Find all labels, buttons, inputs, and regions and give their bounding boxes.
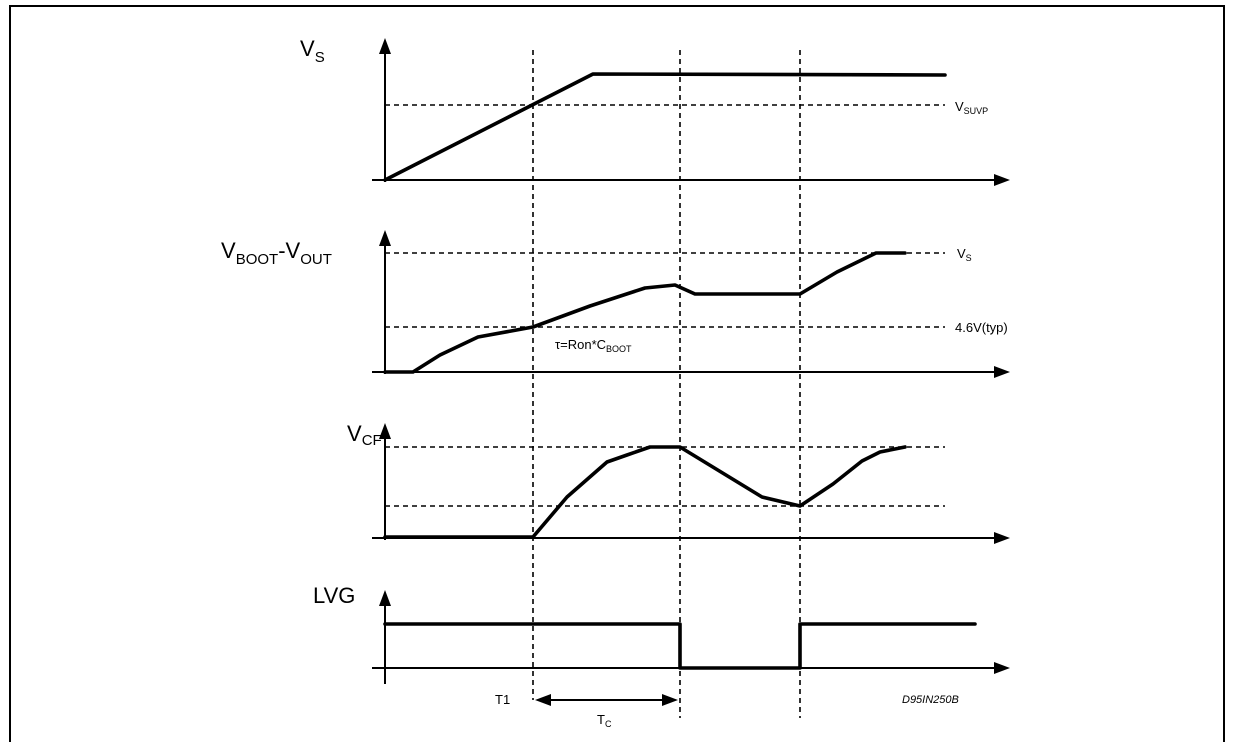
vs-waveform [383, 72, 947, 182]
v46-level-label: 4.6V(typ) [955, 320, 1008, 335]
vsuvp-level-label: VSUVP [955, 99, 988, 116]
t1-label: T1 [495, 692, 510, 707]
lvg-panel: LVG [313, 583, 1010, 684]
vcf-y-arrow [379, 423, 391, 439]
tc-label: TC [597, 712, 612, 729]
vboot-signal-label: VBOOT-VOUT [221, 238, 332, 268]
tc-arrow-left-head [535, 694, 551, 706]
vcf-signal-label: VCF [347, 421, 382, 449]
lvg-x-arrow [994, 662, 1010, 674]
vboot-y-arrow [379, 230, 391, 246]
tau-annotation: τ=Ron*CBOOT [555, 337, 632, 354]
vs-panel: VS VSUVP [300, 36, 1010, 186]
vcf-panel: VCF [347, 421, 1010, 544]
lvg-waveform [383, 622, 977, 670]
tc-arrow-right-head [662, 694, 678, 706]
vs-x-arrow [994, 174, 1010, 186]
tc-interval-arrow [535, 694, 678, 706]
vboot-x-arrow [994, 366, 1010, 378]
vcf-x-arrow [994, 532, 1010, 544]
lvg-y-arrow [379, 590, 391, 606]
vs-signal-label: VS [300, 36, 325, 66]
vboot-panel: VBOOT-VOUT VS 4.6V(typ) τ=Ron*CBOOT [221, 230, 1010, 378]
vboot-waveform [383, 251, 907, 374]
vs-level-label: VS [957, 246, 972, 263]
vs-y-arrow [379, 38, 391, 54]
diagram-frame [9, 5, 1225, 742]
vcf-waveform [383, 445, 907, 539]
drawing-reference-code: D95IN250B [902, 694, 959, 706]
lvg-signal-label: LVG [313, 583, 355, 608]
